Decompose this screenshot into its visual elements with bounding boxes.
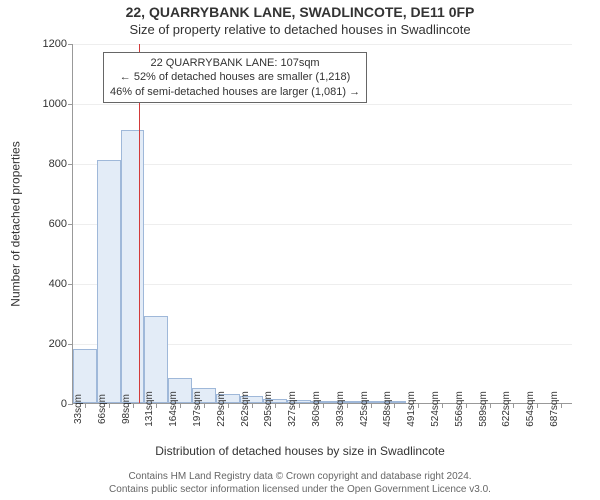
y-tick-mark — [68, 224, 73, 225]
y-tick-label: 600 — [49, 218, 67, 230]
x-tick-mark — [109, 403, 110, 408]
x-tick-label: 425sqm — [359, 391, 370, 427]
x-tick-mark — [513, 403, 514, 408]
y-tick-mark — [68, 344, 73, 345]
annotation-line-2: ← 52% of detached houses are smaller (1,… — [110, 70, 360, 84]
x-tick-label: 229sqm — [216, 391, 227, 427]
y-tick-mark — [68, 284, 73, 285]
x-tick-mark — [156, 403, 157, 408]
x-tick-label: 33sqm — [73, 394, 84, 424]
page-title: 22, QUARRYBANK LANE, SWADLINCOTE, DE11 0… — [0, 4, 600, 20]
y-tick-label: 400 — [49, 278, 67, 290]
footer-attribution: Contains HM Land Registry data © Crown c… — [0, 470, 600, 496]
x-tick-mark — [204, 403, 205, 408]
x-tick-mark — [252, 403, 253, 408]
y-tick-label: 200 — [49, 338, 67, 350]
x-tick-label: 458sqm — [382, 391, 393, 427]
x-tick-label: 327sqm — [287, 391, 298, 427]
annotation-line-1: 22 QUARRYBANK LANE: 107sqm — [110, 56, 360, 70]
x-axis-label: Distribution of detached houses by size … — [0, 444, 600, 458]
x-tick-label: 66sqm — [97, 394, 108, 424]
x-tick-mark — [347, 403, 348, 408]
y-tick-label: 0 — [61, 398, 67, 410]
x-tick-label: 524sqm — [430, 391, 441, 427]
page-subtitle: Size of property relative to detached ho… — [0, 22, 600, 37]
x-tick-mark — [394, 403, 395, 408]
x-tick-mark — [490, 403, 491, 408]
footer-line-1: Contains HM Land Registry data © Crown c… — [0, 470, 600, 483]
annotation-box: 22 QUARRYBANK LANE: 107sqm← 52% of detac… — [103, 52, 367, 103]
grid-line — [73, 104, 572, 105]
y-tick-mark — [68, 44, 73, 45]
y-tick-mark — [68, 164, 73, 165]
x-tick-label: 556sqm — [454, 391, 465, 427]
x-tick-mark — [323, 403, 324, 408]
y-tick-label: 800 — [49, 158, 67, 170]
x-tick-mark — [85, 403, 86, 408]
x-tick-label: 393sqm — [335, 391, 346, 427]
chart-plot-area: 02004006008001000120033sqm66sqm98sqm131s… — [72, 44, 572, 404]
x-tick-mark — [537, 403, 538, 408]
histogram-bar — [121, 130, 145, 403]
x-tick-mark — [275, 403, 276, 408]
x-tick-mark — [133, 403, 134, 408]
x-tick-mark — [299, 403, 300, 408]
grid-line — [73, 224, 572, 225]
histogram-bar — [97, 160, 121, 403]
annotation-line-3: 46% of semi-detached houses are larger (… — [110, 85, 360, 99]
x-tick-label: 197sqm — [192, 391, 203, 427]
x-tick-label: 654sqm — [525, 391, 536, 427]
x-tick-label: 164sqm — [168, 391, 179, 427]
x-tick-label: 98sqm — [121, 394, 132, 424]
x-tick-mark — [561, 403, 562, 408]
x-tick-mark — [418, 403, 419, 408]
x-tick-mark — [466, 403, 467, 408]
x-tick-label: 131sqm — [144, 391, 155, 427]
x-tick-label: 491sqm — [406, 391, 417, 427]
x-tick-label: 589sqm — [478, 391, 489, 427]
grid-line — [73, 164, 572, 165]
histogram-bar — [144, 316, 168, 403]
x-tick-mark — [442, 403, 443, 408]
x-tick-label: 295sqm — [263, 391, 274, 427]
footer-line-2: Contains public sector information licen… — [0, 483, 600, 496]
x-tick-mark — [228, 403, 229, 408]
y-axis-label: Number of detached properties — [9, 141, 23, 306]
y-axis-label-container: Number of detached properties — [8, 44, 24, 404]
x-tick-label: 622sqm — [501, 391, 512, 427]
y-tick-label: 1000 — [43, 98, 67, 110]
y-tick-mark — [68, 104, 73, 105]
y-tick-label: 1200 — [43, 38, 67, 50]
grid-line — [73, 44, 572, 45]
x-tick-label: 262sqm — [240, 391, 251, 427]
x-tick-label: 687sqm — [549, 391, 560, 427]
grid-line — [73, 284, 572, 285]
x-tick-label: 360sqm — [311, 391, 322, 427]
x-tick-mark — [371, 403, 372, 408]
x-tick-mark — [180, 403, 181, 408]
